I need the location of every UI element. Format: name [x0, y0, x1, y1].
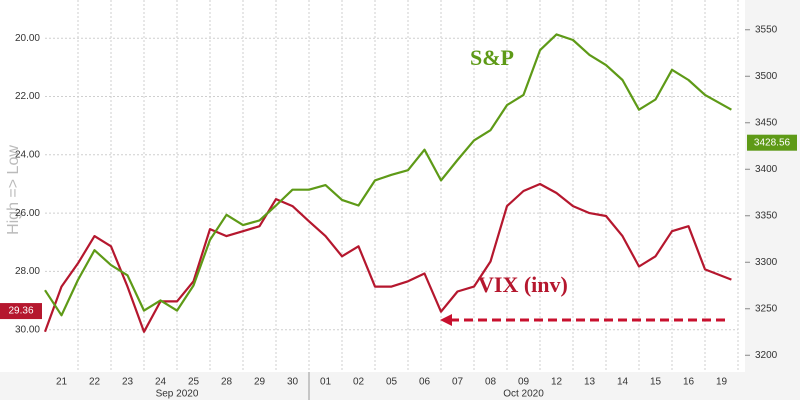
x-tick-label: 29	[254, 377, 266, 388]
y2-tick-label: 3450	[755, 117, 778, 128]
x-tick-label: 12	[551, 377, 563, 388]
y-tick-label: 22.00	[15, 91, 40, 102]
x-tick-label: 15	[650, 377, 662, 388]
x-tick-label: 28	[221, 377, 233, 388]
y-tick-label: 20.00	[15, 33, 40, 44]
x-axis-strip	[0, 372, 800, 400]
x-tick-label: 22	[89, 377, 101, 388]
last-value-box	[747, 134, 797, 151]
y2-axis-strip	[745, 0, 800, 372]
y-tick-label: 28.00	[15, 266, 40, 277]
y-tick-label: 26.00	[15, 208, 40, 219]
last-value-box	[0, 303, 42, 320]
x-tick-label: 06	[419, 377, 431, 388]
y-tick-label: 30.00	[15, 324, 40, 335]
x-tick-label: 19	[716, 377, 728, 388]
y-axis-label: High => Low	[5, 145, 22, 235]
month-label: Sep 2020	[156, 389, 199, 400]
x-tick-label: 14	[617, 377, 629, 388]
y2-tick-label: 3400	[755, 164, 778, 175]
y-tick-label: 24.00	[15, 149, 40, 160]
last-value-label: 29.36	[8, 306, 33, 317]
x-tick-label: 24	[155, 377, 167, 388]
x-tick-label: 07	[452, 377, 464, 388]
y2-tick-label: 3500	[755, 71, 778, 82]
y2-tick-label: 3300	[755, 257, 778, 268]
arrow-head	[440, 314, 452, 326]
x-tick-label: 25	[188, 377, 200, 388]
x-tick-label: 05	[386, 377, 398, 388]
x-tick-label: 13	[584, 377, 596, 388]
x-tick-label: 21	[56, 377, 68, 388]
x-tick-label: 01	[320, 377, 332, 388]
x-tick-label: 02	[353, 377, 365, 388]
y2-tick-label: 3550	[755, 24, 778, 35]
series-line	[43, 182, 732, 333]
vix-label: VIX (inv)	[478, 272, 568, 297]
x-tick-label: 16	[683, 377, 695, 388]
x-tick-label: 08	[485, 377, 497, 388]
series-line	[44, 33, 732, 317]
y2-tick-label: 3250	[755, 303, 778, 314]
x-tick-label: 23	[122, 377, 134, 388]
sp-label: S&P	[470, 45, 514, 70]
month-label: Oct 2020	[503, 389, 544, 400]
x-tick-label: 09	[518, 377, 530, 388]
lines	[43, 33, 732, 333]
last-value-label: 3428.56	[754, 137, 791, 148]
y2-tick-label: 3350	[755, 210, 778, 221]
x-tick-label: 30	[287, 377, 299, 388]
y2-tick-label: 3200	[755, 350, 778, 361]
